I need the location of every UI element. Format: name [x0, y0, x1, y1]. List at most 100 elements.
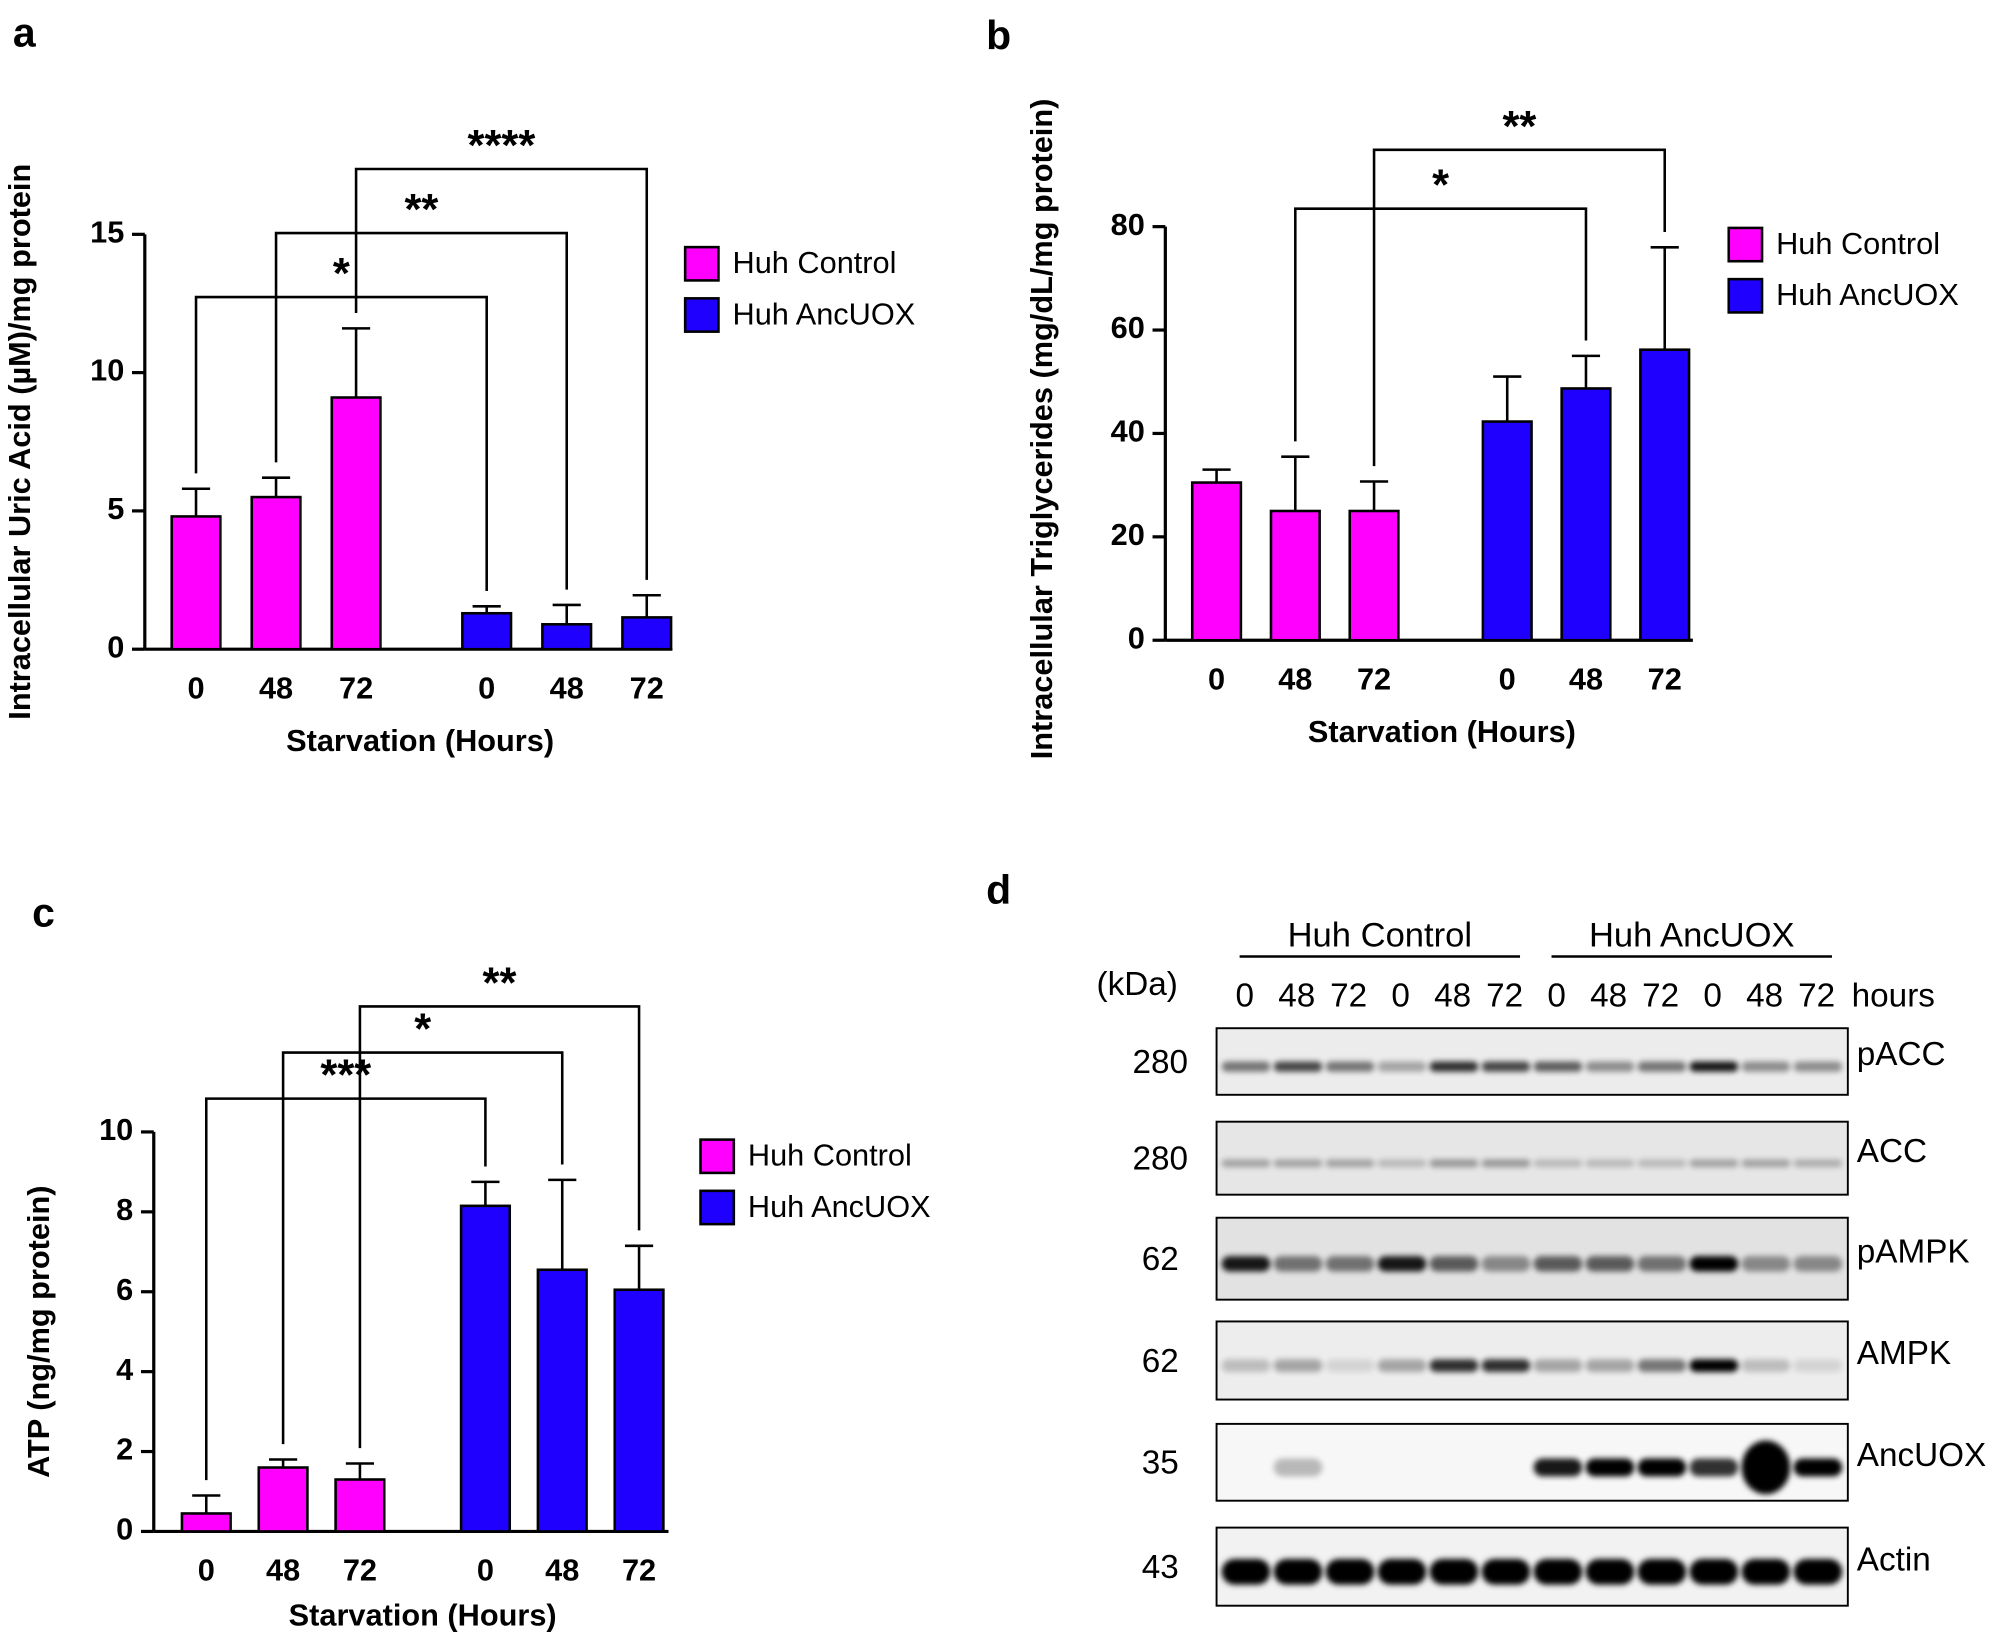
legend-label: Huh Control	[733, 245, 897, 280]
blot-strip	[1215, 1320, 1849, 1401]
significance-bracket	[1294, 207, 1588, 442]
error-bar	[552, 603, 581, 625]
error-bar	[341, 327, 371, 398]
lanes-unit: hours	[1852, 977, 1935, 1014]
blot-band	[1481, 1256, 1531, 1272]
x-tick-label: 0	[198, 1553, 215, 1588]
lane-label: 48	[1434, 977, 1471, 1014]
y-tick-label: 0	[1128, 620, 1145, 655]
y-tick-label: 6	[116, 1272, 133, 1307]
blot-band	[1533, 1359, 1583, 1373]
bar	[1269, 509, 1321, 642]
legend-label: Huh AncUOX	[748, 1189, 931, 1224]
significance-label: *	[333, 250, 350, 298]
x-tick-label: 48	[259, 670, 293, 705]
error-bar	[1650, 246, 1679, 350]
unit-label: (kDa)	[1096, 966, 1177, 1003]
protein-label: AncUOX	[1857, 1437, 1986, 1474]
bar	[1639, 348, 1691, 642]
significance-bracket	[204, 1097, 487, 1481]
group-label: Huh AncUOX	[1589, 916, 1795, 954]
blot-band	[1741, 1061, 1791, 1072]
x-tick-label: 0	[477, 1553, 494, 1588]
blot-band	[1585, 1256, 1635, 1272]
legend-swatch	[699, 1189, 736, 1226]
protein-label: Actin	[1857, 1541, 1931, 1578]
error-bar	[1571, 354, 1601, 389]
blot-band	[1689, 1061, 1739, 1072]
blot-band	[1689, 1159, 1739, 1168]
lane-label: 72	[1330, 977, 1367, 1014]
significance-bracket	[194, 295, 488, 591]
blot-band	[1221, 1061, 1271, 1072]
blot-band	[1221, 1558, 1271, 1585]
blot-band	[1481, 1359, 1531, 1373]
lane-label: 0	[1547, 977, 1566, 1014]
significance-label: ***	[320, 1052, 371, 1100]
significance-label: ****	[468, 122, 536, 170]
blot-band	[1533, 1558, 1583, 1585]
legend-label: Huh AncUOX	[733, 296, 916, 331]
legend-label: Huh Control	[748, 1138, 912, 1173]
y-axis-label: Intracellular Triglycerides (mg/dL/mg pr…	[1024, 99, 1059, 760]
blot-band	[1585, 1558, 1635, 1585]
y-tick-label: 0	[116, 1512, 133, 1547]
bar	[257, 1466, 309, 1533]
blot-band	[1533, 1159, 1583, 1168]
blot-band	[1429, 1061, 1479, 1072]
blot-band	[1637, 1359, 1687, 1373]
blot-band	[1585, 1458, 1635, 1477]
lane-label: 48	[1590, 977, 1627, 1014]
error-bar	[1359, 480, 1389, 511]
blot-band	[1741, 1359, 1791, 1373]
bar	[1348, 509, 1400, 642]
blot-band	[1637, 1458, 1687, 1477]
blot-band	[1273, 1359, 1323, 1373]
blot-band	[1481, 1558, 1531, 1585]
error-bar	[345, 1462, 375, 1480]
blot-band	[1637, 1256, 1687, 1272]
bar	[459, 1204, 512, 1533]
x-tick-label: 48	[1278, 661, 1312, 696]
bar	[613, 1288, 665, 1533]
kda-label: 280	[1132, 1044, 1188, 1081]
panel-label: a	[13, 10, 37, 56]
blot-strip	[1215, 1027, 1849, 1096]
protein-label: AMPK	[1857, 1335, 1951, 1372]
y-tick-label: 10	[90, 353, 124, 388]
lane-label: 48	[1746, 977, 1783, 1014]
legend-swatch	[683, 245, 720, 282]
blot-band	[1377, 1061, 1427, 1072]
error-bar	[548, 1178, 577, 1270]
y-tick-label: 15	[90, 214, 124, 249]
blot-band	[1741, 1440, 1791, 1495]
blot-strip	[1215, 1120, 1849, 1196]
y-tick-label: 20	[1111, 517, 1145, 552]
blot-band	[1377, 1558, 1427, 1585]
x-tick-label: 48	[266, 1553, 300, 1588]
blot-band	[1481, 1061, 1531, 1072]
y-tick-label: 5	[107, 491, 124, 526]
significance-bracket	[281, 1051, 564, 1445]
error-bar	[269, 1458, 298, 1468]
x-axis-label: Starvation (Hours)	[289, 1597, 557, 1632]
bar	[536, 1268, 588, 1533]
significance-bracket	[274, 231, 569, 590]
lane-label: 72	[1798, 977, 1835, 1014]
legend-label: Huh Control	[1776, 226, 1940, 261]
blot-band	[1793, 1061, 1843, 1072]
bar	[541, 623, 593, 651]
protein-label: ACC	[1857, 1133, 1927, 1170]
blot-band	[1793, 1256, 1843, 1272]
bar	[180, 1512, 232, 1533]
blot-band	[1221, 1359, 1271, 1373]
x-tick-label: 48	[545, 1553, 579, 1588]
bar	[170, 515, 222, 651]
error-bar	[192, 1494, 221, 1514]
blot-band	[1273, 1558, 1323, 1585]
y-tick-label: 8	[116, 1192, 133, 1227]
y-tick-label: 10	[99, 1112, 133, 1147]
blot-band	[1741, 1256, 1791, 1272]
x-axis-label: Starvation (Hours)	[1308, 714, 1576, 749]
